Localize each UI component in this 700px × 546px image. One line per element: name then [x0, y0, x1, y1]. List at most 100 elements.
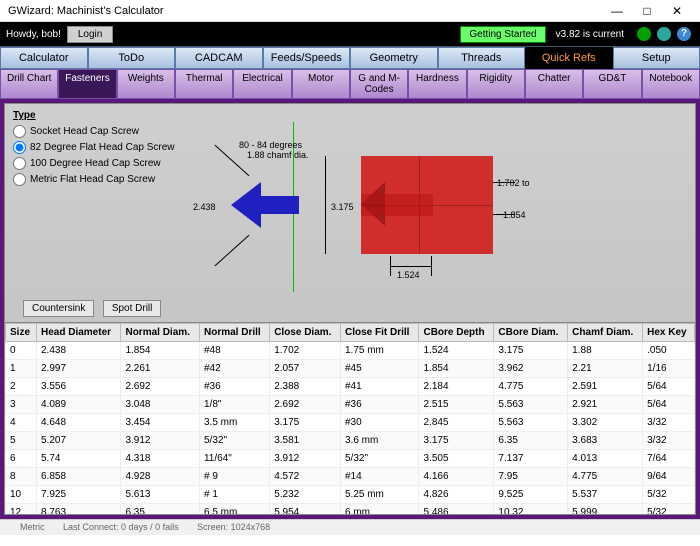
table-row[interactable]: 86.8584.928# 94.572#144.1667.954.7759/64	[6, 468, 695, 486]
table-row[interactable]: 34.0893.0481/8"2.692#362.5155.5632.9215/…	[6, 396, 695, 414]
table-cell: 10.32	[494, 504, 568, 515]
tab-cadcam[interactable]: CADCAM	[175, 47, 263, 69]
table-cell: #30	[340, 414, 419, 432]
table-row[interactable]: 107.9255.613# 15.2325.25 mm4.8269.5255.5…	[6, 486, 695, 504]
status-screen: Screen: 1024x768	[197, 522, 270, 532]
table-cell: 2.692	[121, 378, 200, 396]
table-row[interactable]: 128.7636.356.5 mm5.9546 mm5.48610.325.99…	[6, 504, 695, 515]
col-header[interactable]: Hex Key	[643, 324, 695, 342]
table-cell: 2.515	[419, 396, 494, 414]
table-cell: 6.858	[37, 468, 121, 486]
type-option-0[interactable]: Socket Head Cap Screw	[13, 125, 175, 138]
tab-quickrefs[interactable]: Quick Refs	[525, 47, 613, 69]
table-cell: 7.137	[494, 450, 568, 468]
table-cell: 12	[6, 504, 37, 515]
col-header[interactable]: CBore Depth	[419, 324, 494, 342]
table-cell: 4.648	[37, 414, 121, 432]
subtab-gandmcodes[interactable]: G and M-Codes	[350, 69, 408, 99]
type-radio-2[interactable]	[13, 157, 26, 170]
col-header[interactable]: Head Diameter	[37, 324, 121, 342]
table-row[interactable]: 44.6483.4543.5 mm3.175#302.8455.5633.302…	[6, 414, 695, 432]
tab-todo[interactable]: ToDo	[88, 47, 176, 69]
table-cell: 2.997	[37, 360, 121, 378]
table-row[interactable]: 23.5562.692#362.388#412.1844.7752.5915/6…	[6, 378, 695, 396]
table-cell: 2.921	[568, 396, 643, 414]
table-cell: 5/64	[643, 378, 695, 396]
getting-started-button[interactable]: Getting Started	[460, 26, 545, 43]
subtab-notebook[interactable]: Notebook	[642, 69, 700, 99]
type-option-2[interactable]: 100 Degree Head Cap Screw	[13, 157, 175, 170]
tab-calculator[interactable]: Calculator	[0, 47, 88, 69]
help-icon[interactable]: ?	[677, 27, 691, 41]
table-cell: 11/64"	[199, 450, 269, 468]
table-row[interactable]: 55.2073.9125/32"3.5813.6 mm3.1756.353.68…	[6, 432, 695, 450]
col-header[interactable]: CBore Diam.	[494, 324, 568, 342]
table-cell: 4.089	[37, 396, 121, 414]
subtab-weights[interactable]: Weights	[117, 69, 175, 99]
status-icon[interactable]	[637, 27, 651, 41]
close-button[interactable]: ✕	[662, 2, 692, 20]
table-cell: 2.845	[419, 414, 494, 432]
subtab-drillchart[interactable]: Drill Chart	[0, 69, 58, 99]
tab-feedsspeeds[interactable]: Feeds/Speeds	[263, 47, 351, 69]
col-header[interactable]: Chamf Diam.	[568, 324, 643, 342]
subtab-electrical[interactable]: Electrical	[233, 69, 291, 99]
subtab-gdt[interactable]: GD&T	[583, 69, 641, 99]
col-header[interactable]: Close Fit Drill	[340, 324, 419, 342]
subtab-motor[interactable]: Motor	[292, 69, 350, 99]
type-radio-3[interactable]	[13, 173, 26, 186]
tab-threads[interactable]: Threads	[438, 47, 526, 69]
subtab-chatter[interactable]: Chatter	[525, 69, 583, 99]
screw-head-shape	[231, 182, 261, 228]
table-cell: #42	[199, 360, 269, 378]
table-row[interactable]: 12.9972.261#422.057#451.8543.9622.211/16	[6, 360, 695, 378]
table-cell: 2.184	[419, 378, 494, 396]
type-radio-0[interactable]	[13, 125, 26, 138]
table-cell: 4.318	[121, 450, 200, 468]
col-header[interactable]: Normal Diam.	[121, 324, 200, 342]
subtab-hardness[interactable]: Hardness	[408, 69, 466, 99]
type-radio-1[interactable]	[13, 141, 26, 154]
type-option-3[interactable]: Metric Flat Head Cap Screw	[13, 173, 175, 186]
body-len-label: 1.702 to	[497, 178, 530, 188]
tab-setup[interactable]: Setup	[613, 47, 700, 69]
table-cell: 5.999	[568, 504, 643, 515]
chamf-label: 1.88 chamf dia.	[247, 150, 309, 160]
login-button[interactable]: Login	[67, 26, 113, 43]
subtab-rigidity[interactable]: Rigidity	[467, 69, 525, 99]
table-cell: 3.5 mm	[199, 414, 269, 432]
fastener-table: SizeHead DiameterNormal Diam.Normal Dril…	[5, 323, 695, 514]
settings-icon[interactable]	[657, 27, 671, 41]
col-header[interactable]: Normal Drill	[199, 324, 269, 342]
table-cell: 9/64	[643, 468, 695, 486]
table-cell: 3.302	[568, 414, 643, 432]
type-option-1[interactable]: 82 Degree Flat Head Cap Screw	[13, 141, 175, 154]
tab-geometry[interactable]: Geometry	[350, 47, 438, 69]
table-cell: 3.175	[494, 342, 568, 360]
table-cell: 7.925	[37, 486, 121, 504]
table-cell: 1.88	[568, 342, 643, 360]
table-cell: #14	[340, 468, 419, 486]
version-label: v3.82 is current	[556, 29, 624, 40]
hole-height-label: 3.175	[331, 202, 354, 212]
table-row[interactable]: 65.744.31811/64"3.9125/32"3.5057.1374.01…	[6, 450, 695, 468]
spotdrill-button[interactable]: Spot Drill	[103, 300, 162, 317]
greeting-label: Howdy, bob!	[6, 29, 61, 40]
table-cell: 3.962	[494, 360, 568, 378]
table-cell: 3.581	[270, 432, 341, 450]
subtab-fasteners[interactable]: Fasteners	[58, 69, 116, 99]
table-cell: 5.613	[121, 486, 200, 504]
subtab-thermal[interactable]: Thermal	[175, 69, 233, 99]
maximize-button[interactable]: □	[632, 2, 662, 20]
table-cell: # 9	[199, 468, 269, 486]
table-cell: 5.74	[37, 450, 121, 468]
table-row[interactable]: 02.4381.854#481.7021.75 mm1.5243.1751.88…	[6, 342, 695, 360]
table-cell: 3.048	[121, 396, 200, 414]
col-header[interactable]: Size	[6, 324, 37, 342]
status-connect: Last Connect: 0 days / 0 fails	[63, 522, 179, 532]
table-cell: 1.524	[419, 342, 494, 360]
fastener-table-wrap[interactable]: SizeHead DiameterNormal Diam.Normal Dril…	[5, 322, 695, 514]
col-header[interactable]: Close Diam.	[270, 324, 341, 342]
countersink-button[interactable]: Countersink	[23, 300, 94, 317]
minimize-button[interactable]: —	[602, 2, 632, 20]
